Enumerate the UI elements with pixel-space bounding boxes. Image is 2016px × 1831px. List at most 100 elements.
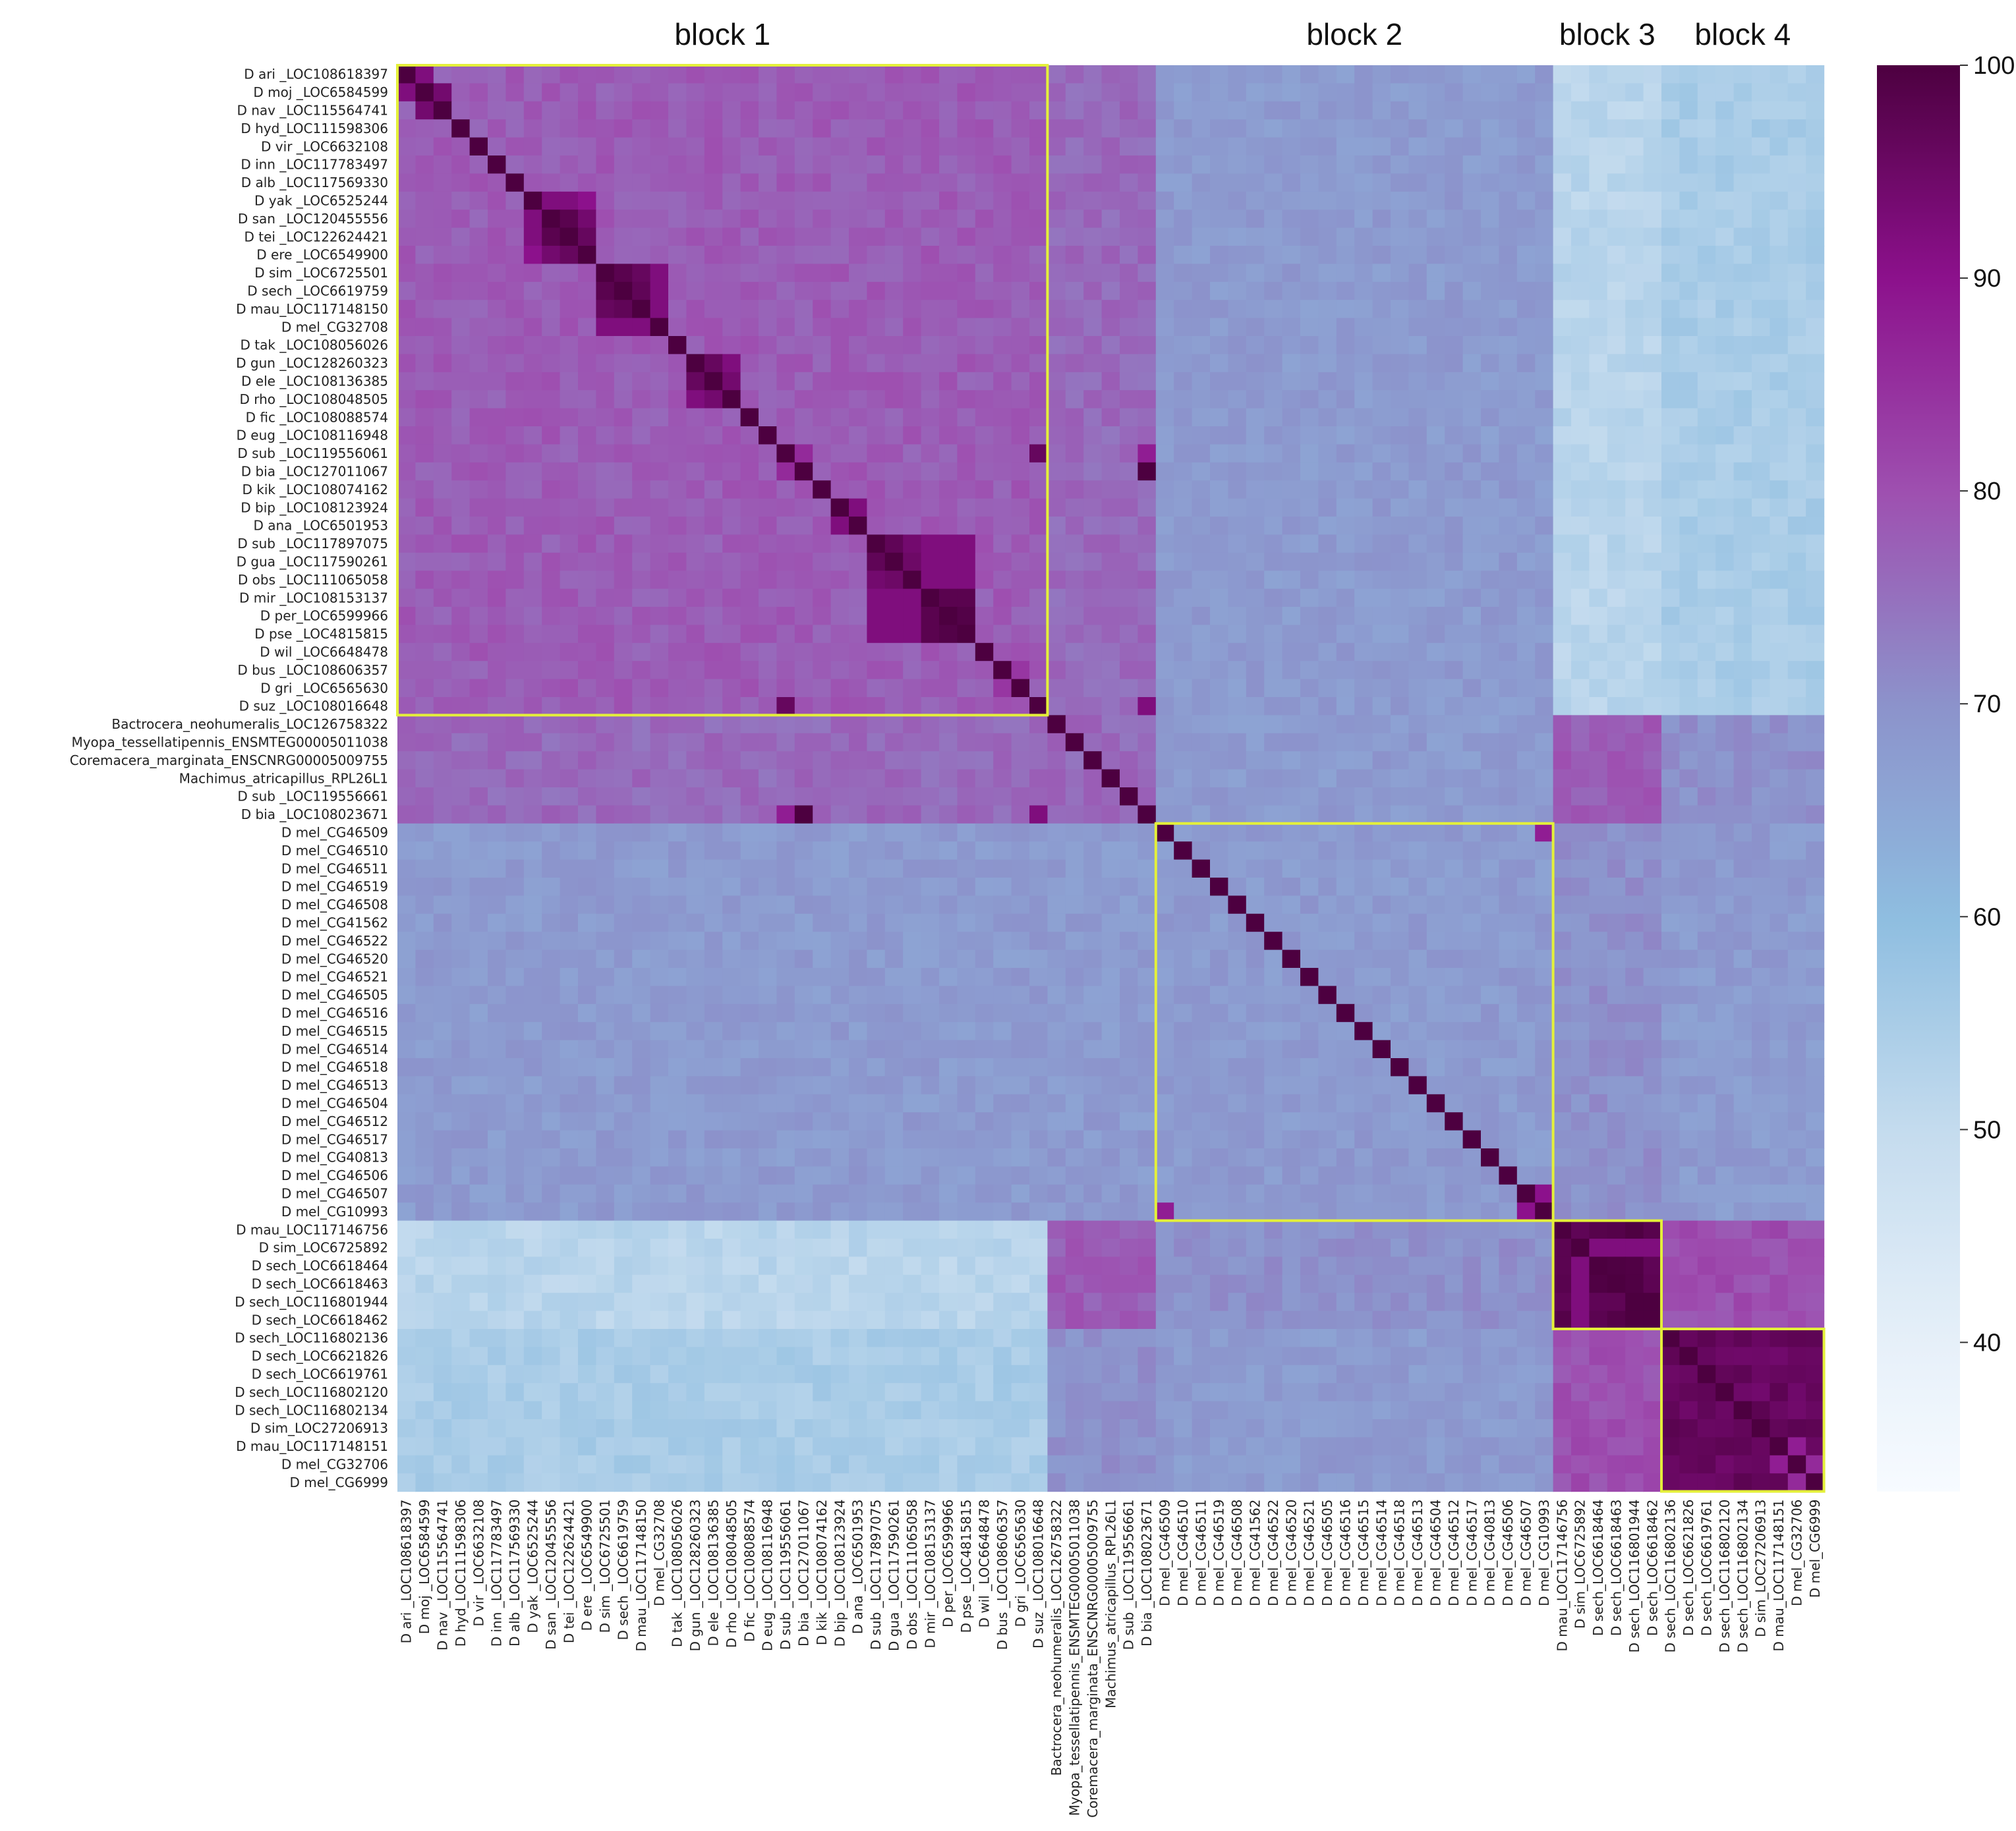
heatmap-cell	[578, 715, 596, 734]
heatmap-cell	[1643, 1184, 1662, 1203]
heatmap-cell	[1481, 318, 1499, 337]
heatmap-cell	[1625, 968, 1644, 986]
heatmap-cell	[794, 552, 813, 571]
heatmap-cell	[1300, 1166, 1319, 1185]
heatmap-cell	[614, 823, 633, 842]
heatmap-cell	[1571, 227, 1590, 246]
heatmap-cell	[650, 769, 669, 788]
heatmap-cell	[1138, 841, 1157, 860]
heatmap-cell	[1101, 300, 1120, 319]
heatmap-cell	[1589, 1022, 1608, 1041]
heatmap-cell	[1120, 210, 1138, 229]
heatmap-cell	[776, 1130, 795, 1149]
heatmap-cell	[1535, 1076, 1554, 1095]
heatmap-cell	[867, 1094, 886, 1113]
heatmap-cell	[1445, 1112, 1464, 1131]
heatmap-cell	[1155, 173, 1174, 192]
heatmap-cell	[1535, 1022, 1554, 1041]
heatmap-cell	[451, 534, 471, 553]
heatmap-cell	[1770, 119, 1789, 138]
heatmap-cell	[939, 408, 958, 427]
heatmap-cell	[867, 932, 886, 951]
heatmap-cell	[921, 607, 940, 625]
heatmap-cell	[632, 968, 651, 986]
heatmap-cell	[1011, 769, 1030, 788]
heatmap-cell	[921, 1094, 940, 1113]
heatmap-cell	[867, 1184, 886, 1203]
heatmap-cell	[1300, 661, 1319, 680]
heatmap-cell	[415, 1202, 434, 1222]
heatmap-cell	[632, 878, 651, 896]
heatmap-cell	[1029, 462, 1048, 481]
heatmap-cell	[939, 787, 958, 806]
heatmap-cell	[1011, 155, 1030, 174]
heatmap-cell	[523, 607, 542, 625]
heatmap-cell	[415, 552, 434, 571]
heatmap-cell	[1733, 552, 1752, 571]
heatmap-cell	[560, 878, 579, 896]
heatmap-cell	[1481, 571, 1499, 590]
heatmap-cell	[704, 354, 723, 373]
heatmap-cell	[1391, 210, 1409, 229]
heatmap-cell	[433, 191, 452, 210]
heatmap-cell	[1318, 1058, 1337, 1077]
heatmap-cell	[1083, 949, 1103, 969]
heatmap-cell	[1752, 642, 1770, 662]
heatmap-cell	[1192, 372, 1211, 391]
heatmap-cell	[433, 426, 452, 445]
heatmap-cell	[1300, 733, 1319, 752]
heatmap-cell	[813, 878, 832, 896]
heatmap-cell	[1029, 210, 1048, 229]
heatmap-cell	[632, 1112, 651, 1131]
heatmap-cell	[488, 787, 506, 806]
heatmap-cell	[1192, 787, 1211, 806]
heatmap-cell	[794, 1130, 813, 1149]
heatmap-cell	[469, 787, 488, 806]
heatmap-cell	[596, 498, 615, 517]
heatmap-cell	[1679, 932, 1698, 951]
heatmap-cell	[1408, 1166, 1427, 1185]
heatmap-cell	[1499, 859, 1518, 878]
heatmap-cell	[650, 534, 669, 553]
heatmap-cell	[560, 571, 579, 590]
heatmap-cell	[921, 1130, 940, 1149]
heatmap-cell	[1228, 859, 1247, 878]
heatmap-cell	[1661, 210, 1680, 229]
heatmap-cell	[884, 913, 904, 932]
heatmap-cell	[560, 1022, 579, 1041]
heatmap-cell	[596, 986, 615, 1005]
heatmap-cell	[1806, 986, 1825, 1005]
heatmap-cell	[1083, 191, 1103, 210]
heatmap-cell	[560, 859, 579, 878]
heatmap-cell	[1354, 823, 1373, 842]
heatmap-cell	[1607, 661, 1626, 680]
heatmap-cell	[560, 552, 579, 571]
heatmap-cell	[1120, 1184, 1138, 1203]
heatmap-cell	[1462, 444, 1482, 463]
heatmap-cell	[722, 480, 741, 499]
heatmap-cell	[1011, 462, 1030, 481]
heatmap-cell	[1318, 191, 1337, 210]
heatmap-cell	[1679, 1022, 1698, 1041]
heatmap-cell	[1625, 65, 1644, 84]
heatmap-cell	[993, 571, 1012, 590]
heatmap-cell	[975, 318, 994, 337]
heatmap-cell	[1065, 588, 1084, 607]
heatmap-cell	[578, 1040, 596, 1059]
heatmap-cell	[1462, 534, 1482, 553]
heatmap-cell	[1516, 1130, 1536, 1149]
heatmap-cell	[668, 1166, 687, 1185]
heatmap-cell	[1372, 607, 1391, 625]
heatmap-cell	[1715, 697, 1735, 716]
heatmap-cell	[957, 83, 976, 102]
heatmap-cell	[921, 823, 940, 842]
heatmap-cell	[1101, 949, 1120, 969]
heatmap-cell	[1120, 823, 1138, 842]
heatmap-cell	[632, 1022, 651, 1041]
heatmap-cell	[1083, 932, 1103, 951]
heatmap-cell	[523, 1076, 542, 1095]
heatmap-cell	[1120, 932, 1138, 951]
heatmap-cell	[849, 751, 867, 770]
heatmap-cell	[1336, 895, 1355, 915]
heatmap-cell	[1318, 878, 1337, 896]
